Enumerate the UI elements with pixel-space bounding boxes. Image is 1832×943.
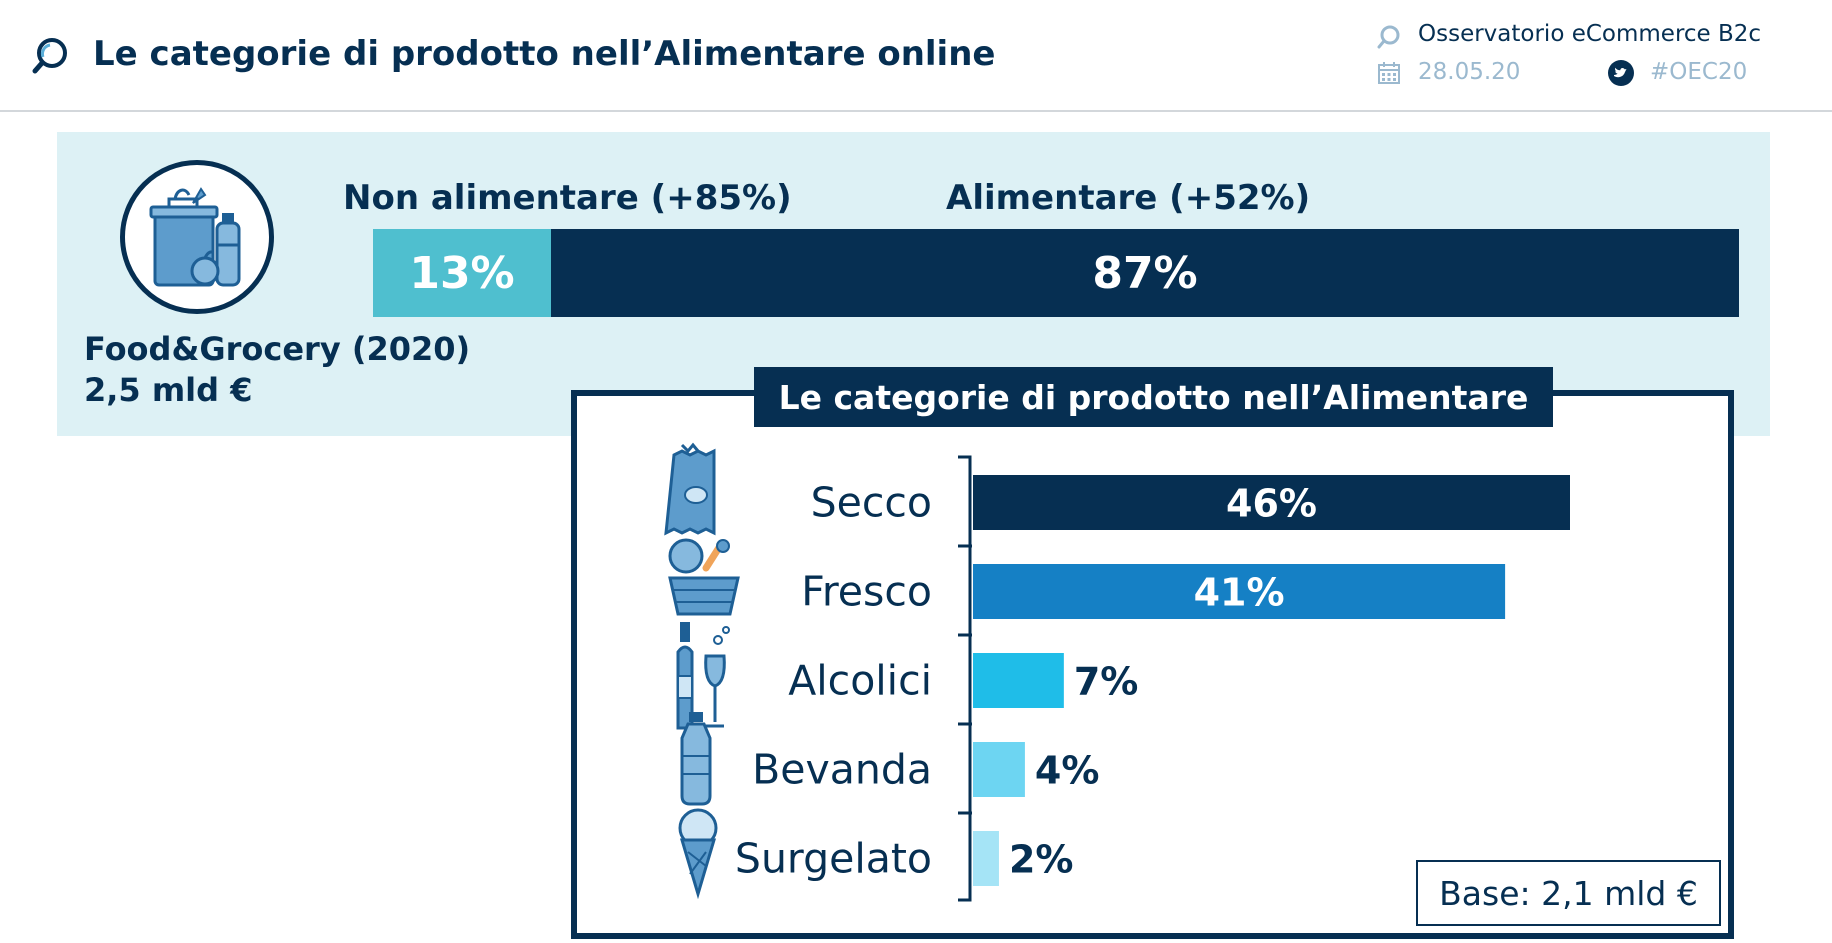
segment-non-food-value: 13%	[409, 247, 515, 299]
category-chart-title: Le categorie di prodotto nell’Alimentare	[754, 367, 1553, 427]
value-label-surgelato: 2%	[1009, 838, 1074, 882]
segment-food: 87%	[551, 229, 1739, 317]
header-divider	[0, 110, 1832, 112]
bar-alcolici	[973, 653, 1064, 708]
value-label-alcolici: 7%	[1074, 660, 1139, 704]
non-food-label: Non alimentare (+85%)	[343, 178, 792, 218]
observatory-icon	[1377, 25, 1400, 49]
vegetable-basket-icon	[668, 538, 740, 616]
water-bottle-icon	[680, 712, 712, 806]
ice-cream-cone-icon	[678, 808, 718, 900]
category-label-bevanda: Bevanda	[752, 746, 932, 794]
wine-bottle-glass-icon	[676, 622, 730, 730]
bar-fresco	[973, 564, 1506, 619]
base-note: Base: 2,1 mld €	[1416, 860, 1721, 926]
observatory-label: Osservatorio eCommerce B2c	[1418, 21, 1762, 47]
category-axis	[958, 455, 972, 902]
value-label-secco: 46%	[1226, 482, 1317, 526]
calendar-icon	[1378, 62, 1400, 84]
value-label-bevanda: 4%	[1035, 749, 1100, 793]
grocery-bag-icon	[149, 187, 241, 287]
food-grocery-title: Food&Grocery (2020)	[84, 330, 471, 368]
magnifier-icon	[32, 38, 67, 74]
food-label: Alimentare (+52%)	[946, 178, 1311, 218]
snack-bag-icon	[664, 442, 716, 536]
grocery-bag-badge	[120, 160, 274, 314]
category-label-secco: Secco	[811, 479, 932, 527]
hashtag-label: #OEC20	[1650, 59, 1748, 85]
category-label-surgelato: Surgelato	[735, 835, 932, 883]
bar-secco	[973, 475, 1570, 530]
category-label-fresco: Fresco	[801, 568, 932, 616]
segment-food-value: 87%	[1092, 247, 1198, 299]
value-label-fresco: 41%	[1194, 571, 1285, 615]
category-label-alcolici: Alcolici	[788, 657, 932, 705]
segment-non-food: 13%	[373, 229, 551, 317]
bar-bevanda	[973, 742, 1025, 797]
date-label: 28.05.20	[1418, 59, 1521, 85]
twitter-icon	[1608, 60, 1634, 86]
bar-surgelato	[973, 831, 999, 886]
food-split-bar: 13% 87%	[373, 229, 1739, 317]
page-title: Le categorie di prodotto nell’Alimentare…	[93, 34, 996, 74]
food-grocery-value: 2,5 mld €	[84, 371, 253, 409]
